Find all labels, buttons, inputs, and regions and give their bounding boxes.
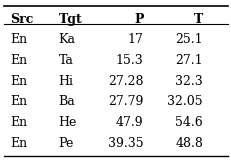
Text: Pe: Pe [58, 137, 74, 150]
Text: 32.05: 32.05 [167, 95, 202, 108]
Text: Tgt: Tgt [58, 12, 82, 26]
Text: 15.3: 15.3 [115, 54, 143, 67]
Text: Src: Src [11, 12, 34, 26]
Text: En: En [11, 137, 27, 150]
Text: Ba: Ba [58, 95, 75, 108]
Text: Ta: Ta [58, 54, 73, 67]
Text: En: En [11, 33, 27, 46]
Text: 27.28: 27.28 [108, 75, 143, 88]
Text: 27.79: 27.79 [108, 95, 143, 108]
Text: Ka: Ka [58, 33, 75, 46]
Text: 17: 17 [127, 33, 143, 46]
Text: 27.1: 27.1 [175, 54, 202, 67]
Text: 48.8: 48.8 [174, 137, 202, 150]
Text: Hi: Hi [58, 75, 73, 88]
Text: En: En [11, 95, 27, 108]
Text: 39.35: 39.35 [107, 137, 143, 150]
Text: En: En [11, 116, 27, 129]
Text: 54.6: 54.6 [175, 116, 202, 129]
Text: 25.1: 25.1 [175, 33, 202, 46]
Text: 47.9: 47.9 [115, 116, 143, 129]
Text: P: P [134, 12, 143, 26]
Text: En: En [11, 54, 27, 67]
Text: He: He [58, 116, 77, 129]
Text: T: T [193, 12, 202, 26]
Text: En: En [11, 75, 27, 88]
Text: 32.3: 32.3 [175, 75, 202, 88]
